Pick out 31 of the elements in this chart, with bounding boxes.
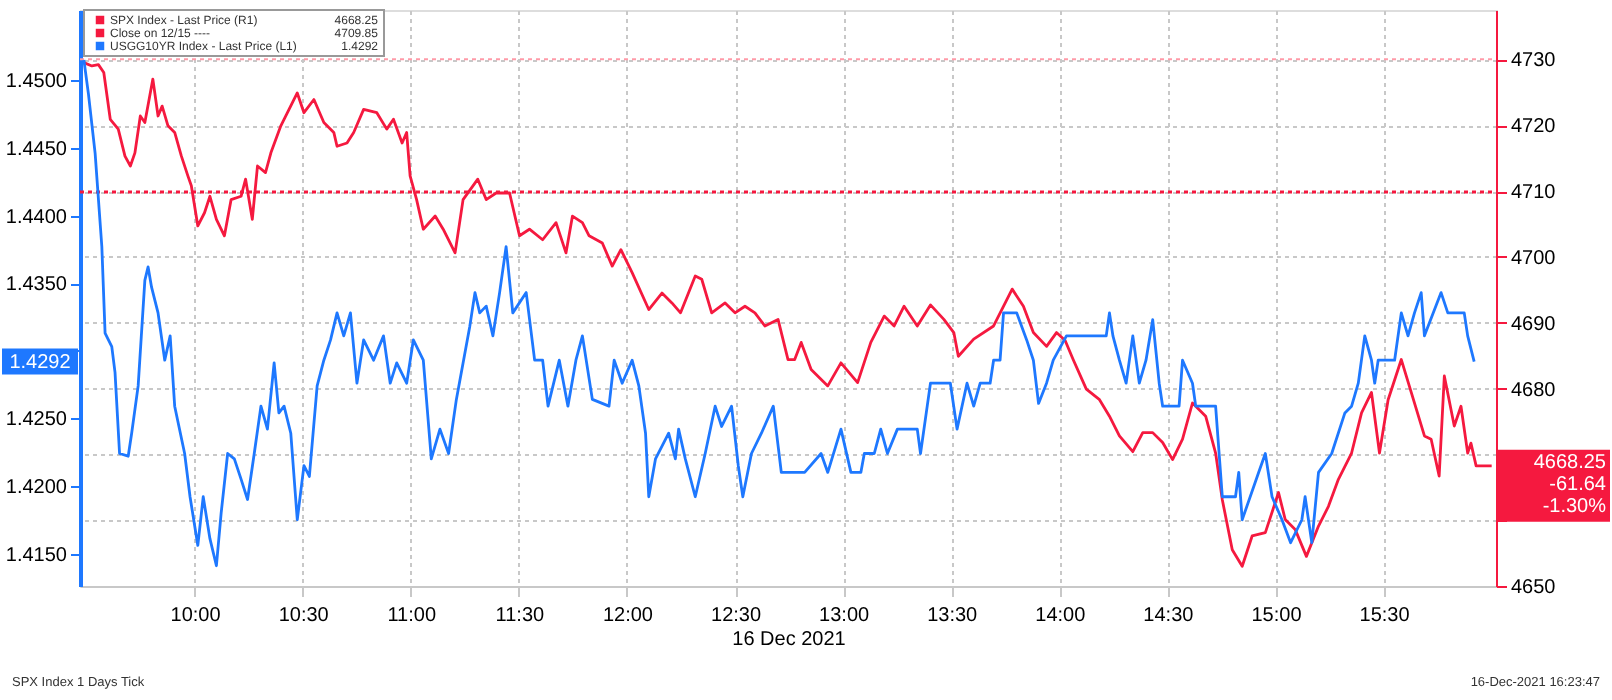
x-axis-title: 16 Dec 2021 <box>732 629 847 651</box>
x-tick-label: 13:30 <box>927 605 979 627</box>
y2-tick-label: 4710 <box>1511 182 1557 205</box>
y-tick-label: 1.4200 <box>5 476 68 499</box>
y-tick-label: 1.4350 <box>5 274 68 297</box>
text: -1.30% <box>1542 495 1607 518</box>
x-tick-label: 10:30 <box>278 605 330 627</box>
text: 1.4292 <box>9 351 72 374</box>
x-tick-label: 14:00 <box>1035 605 1087 627</box>
x-tick-label: 12:00 <box>602 605 654 627</box>
x-tick-label: 15:30 <box>1359 605 1411 627</box>
y-tick-label: 1.4500 <box>5 71 68 94</box>
y-tick-label: 1.4450 <box>5 138 68 161</box>
y-tick-label: 1.4150 <box>5 544 68 567</box>
x-tick-label: 10:00 <box>170 605 222 627</box>
y2-tick-label: 4690 <box>1511 313 1557 336</box>
y2-tick-label: 4720 <box>1511 116 1557 139</box>
text: -61.64 <box>1549 473 1607 496</box>
y2-tick-label: 4730 <box>1511 50 1557 73</box>
y2-tick-label: 4650 <box>1511 577 1557 599</box>
x-tick-label: 11:30 <box>495 605 545 627</box>
y-tick-label: 1.4400 <box>5 206 68 229</box>
x-tick-label: 12:30 <box>711 605 762 627</box>
y2-tick-label: 4700 <box>1511 247 1557 270</box>
y-tick-label: 1.4250 <box>5 409 68 432</box>
y2-tick-label: 4680 <box>1511 379 1557 402</box>
x-tick-label: 14:30 <box>1143 605 1195 627</box>
x-tick-label: 15:00 <box>1251 605 1303 627</box>
text: 4668.25 <box>1533 451 1607 474</box>
x-tick-label: 13:00 <box>819 605 871 627</box>
x-tick-label: 11:00 <box>387 605 437 627</box>
